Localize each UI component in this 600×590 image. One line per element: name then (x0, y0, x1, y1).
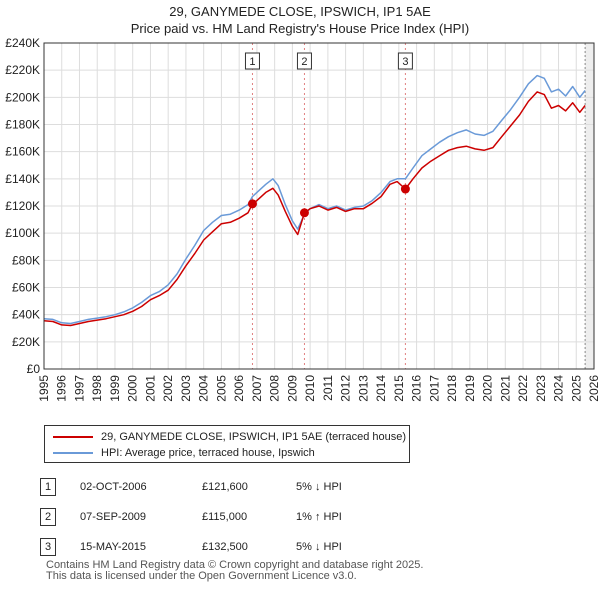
x-tick-label: 2022 (516, 375, 530, 402)
transaction-hpi: 1% ↑ HPI (296, 511, 342, 523)
sale-marker-label: 2 (301, 56, 307, 68)
x-tick-label: 2011 (321, 375, 335, 401)
x-tick-label: 2021 (498, 375, 512, 402)
footer-licence: This data is licensed under the Open Gov… (46, 570, 357, 582)
y-tick-label: £100K (5, 226, 40, 240)
x-tick-label: 2014 (374, 375, 388, 402)
x-tick-label: 2016 (410, 375, 424, 402)
x-tick-label: 1996 (55, 375, 69, 402)
price-chart: 29, GANYMEDE CLOSE, IPSWICH, IP1 5AE Pri… (5, 4, 600, 402)
transaction-price: £121,600 (202, 481, 248, 493)
legend-label-hpi: HPI: Average price, terraced house, Ipsw… (101, 447, 315, 459)
y-tick-label: £180K (5, 118, 40, 132)
footer-copyright: Contains HM Land Registry data © Crown c… (46, 559, 424, 571)
x-tick-label: 1995 (37, 375, 51, 402)
x-tick-label: 2004 (197, 375, 211, 402)
x-tick-label: 2018 (445, 375, 459, 402)
x-tick-label: 2000 (126, 375, 140, 402)
x-tick-label: 2020 (481, 375, 495, 402)
sale-marker-label: 1 (249, 56, 255, 68)
footer: Contains HM Land Registry data © Crown c… (46, 560, 423, 582)
x-tick-label: 2001 (143, 375, 157, 402)
x-tick-label: 2003 (179, 375, 193, 402)
transaction-hpi: 5% ↓ HPI (296, 541, 342, 553)
sale-point (299, 208, 309, 218)
x-tick-label: 2019 (463, 375, 477, 402)
sale-point (247, 199, 257, 209)
sale-marker-label: 3 (402, 56, 408, 68)
transaction-date: 07-SEP-2009 (80, 511, 147, 523)
x-tick-label: 2017 (427, 375, 441, 402)
sale-marker-box (397, 52, 413, 70)
sale-marker-box (296, 52, 312, 70)
transaction-date: 15-MAY-2015 (80, 541, 147, 553)
y-tick-label: £60K (12, 281, 40, 295)
sale-marker-box (244, 52, 260, 70)
x-tick-label: 2008 (268, 375, 282, 402)
x-tick-label: 2026 (587, 375, 600, 402)
x-tick-label: 2015 (392, 375, 406, 402)
y-tick-label: £0 (27, 362, 41, 376)
y-tick-label: £220K (5, 63, 40, 77)
y-tick-label: £240K (5, 36, 40, 50)
x-tick-label: 2025 (569, 375, 583, 402)
x-tick-label: 2009 (285, 375, 299, 402)
x-tick-label: 2023 (534, 375, 548, 402)
x-tick-label: 2010 (303, 375, 317, 402)
y-tick-label: £40K (12, 308, 40, 322)
transaction-hpi: 5% ↓ HPI (296, 481, 342, 493)
sale-point (400, 184, 410, 194)
transaction-row: 3 15-MAY-2015 £132,500 5% ↓ HPI (40, 532, 342, 562)
legend-item-property: 29, GANYMEDE CLOSE, IPSWICH, IP1 5AE (te… (45, 429, 406, 445)
y-tick-label: £160K (5, 145, 40, 159)
legend-swatch-property (53, 436, 93, 438)
x-tick-label: 2002 (161, 375, 175, 402)
transaction-price: £115,000 (202, 511, 248, 523)
y-tick-label: £200K (5, 90, 40, 104)
chart-title-line1: 29, GANYMEDE CLOSE, IPSWICH, IP1 5AE (169, 4, 431, 19)
y-tick-label: £140K (5, 172, 40, 186)
x-tick-label: 2005 (214, 375, 228, 402)
x-tick-label: 1999 (108, 375, 122, 402)
legend-item-hpi: HPI: Average price, terraced house, Ipsw… (45, 445, 315, 461)
chart-legend: 29, GANYMEDE CLOSE, IPSWICH, IP1 5AE (te… (44, 425, 410, 463)
transaction-row: 2 07-SEP-2009 £115,000 1% ↑ HPI (40, 502, 342, 532)
y-tick-label: £80K (12, 253, 40, 267)
x-tick-label: 2013 (356, 375, 370, 402)
chart-title-line2: Price paid vs. HM Land Registry's House … (131, 21, 469, 36)
transaction-date: 02-OCT-2006 (80, 481, 147, 493)
transaction-number: 2 (40, 508, 56, 526)
transaction-number: 3 (40, 538, 56, 556)
transaction-row: 1 02-OCT-2006 £121,600 5% ↓ HPI (40, 472, 342, 502)
legend-label-property: 29, GANYMEDE CLOSE, IPSWICH, IP1 5AE (te… (101, 431, 407, 443)
x-tick-label: 1997 (72, 375, 86, 402)
x-tick-label: 2012 (339, 375, 353, 402)
transactions-table: 1 02-OCT-2006 £121,600 5% ↓ HPI 2 07-SEP… (40, 472, 342, 562)
legend-swatch-hpi (53, 452, 93, 454)
y-tick-label: £120K (5, 199, 40, 213)
transaction-price: £132,500 (202, 541, 248, 553)
property-price-line (43, 91, 586, 327)
x-tick-label: 2024 (552, 375, 566, 402)
x-tick-label: 2007 (250, 375, 264, 402)
x-tick-label: 2006 (232, 375, 246, 402)
x-tick-label: 1998 (90, 375, 104, 402)
plot-frame (43, 42, 595, 370)
y-tick-label: £20K (12, 335, 40, 349)
transaction-number: 1 (40, 478, 56, 496)
